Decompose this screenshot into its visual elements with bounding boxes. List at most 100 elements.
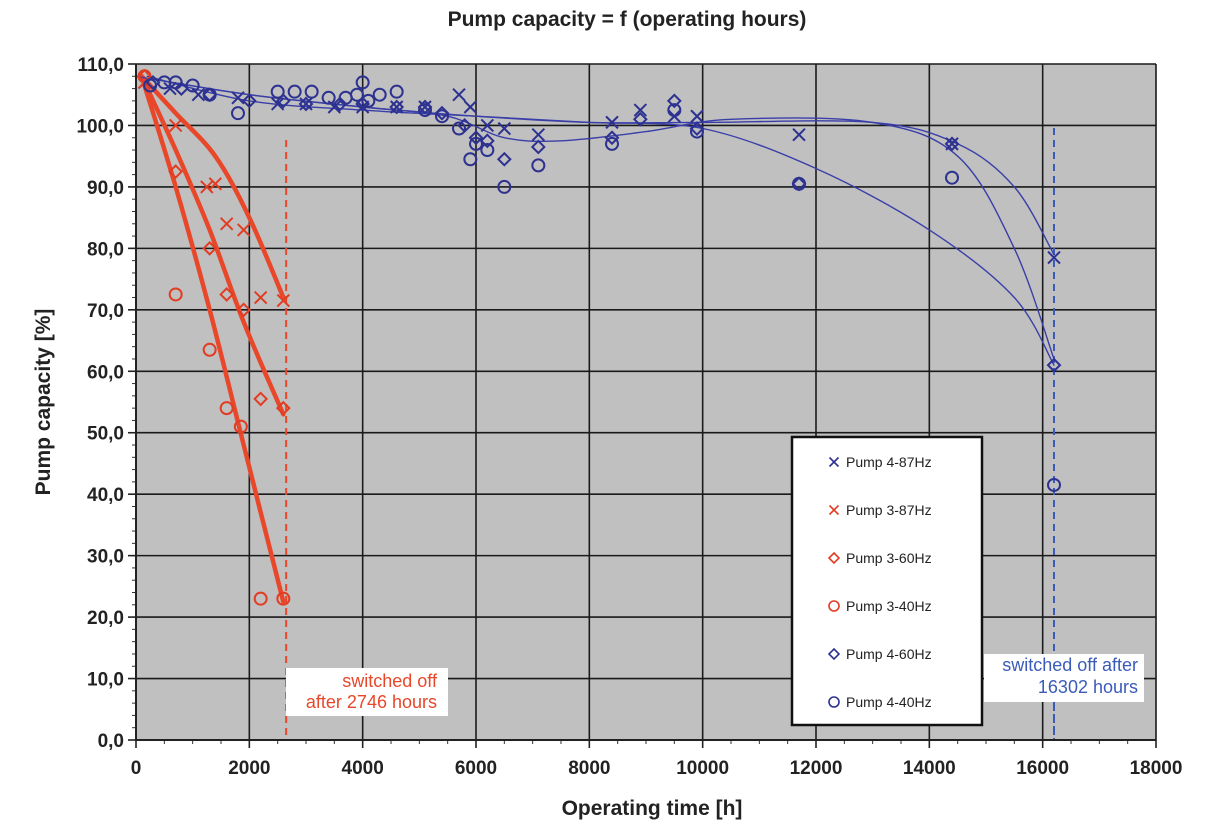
data-point: [361, 93, 376, 108]
x-stroke: [945, 137, 959, 151]
data-point: [270, 97, 285, 111]
fit-curve: [139, 74, 286, 604]
x-tick-label: 2000: [228, 758, 270, 779]
legend-entry: Pump 3-40Hz: [846, 598, 932, 614]
x-stroke: [531, 127, 546, 142]
data-point: [355, 75, 370, 90]
data-point: [792, 176, 806, 191]
data-point: [604, 130, 620, 146]
legend-entry: Pump 4-60Hz: [846, 646, 932, 662]
data-point: [287, 84, 302, 99]
data-point: [202, 240, 218, 256]
y-tick-label: 80,0: [87, 239, 124, 260]
data-point: [275, 93, 291, 109]
data-point: [332, 96, 348, 112]
data-point: [605, 136, 619, 151]
data-point: [355, 96, 371, 112]
data-point: [236, 223, 251, 237]
y-tick-label: 60,0: [87, 362, 124, 383]
x-stroke: [463, 100, 478, 114]
annotation-line: 16302 hours: [1038, 677, 1138, 697]
data-point: [1047, 250, 1061, 265]
data-point: [275, 400, 291, 416]
data-point: [236, 302, 252, 318]
legend-box: [790, 435, 984, 727]
x-stroke: [792, 127, 806, 142]
data-point: [219, 401, 234, 416]
data-point: [253, 591, 268, 606]
fit-curve: [139, 74, 286, 417]
x-stroke: [200, 180, 214, 194]
x-stroke: [389, 100, 404, 114]
x-axis-label: Operating time [h]: [562, 797, 743, 820]
data-point: [479, 133, 495, 149]
y-tick-label: 90,0: [87, 178, 124, 199]
x-tick-label: 18000: [1130, 758, 1183, 779]
y-tick-label: 70,0: [87, 301, 124, 322]
annotation-lines: [285, 128, 1055, 740]
data-point: [1047, 477, 1061, 492]
data-point: [231, 106, 245, 121]
legend-marker: [828, 504, 840, 516]
y-tick-label: 10,0: [87, 670, 124, 691]
chart-title: Pump capacity = f (operating hours): [448, 8, 807, 31]
y-tick-label: 20,0: [87, 608, 124, 629]
x-stroke: [231, 91, 245, 105]
data-point: [435, 109, 449, 124]
data-point: [219, 287, 235, 302]
annotation-line: switched off after: [1002, 655, 1138, 675]
data-point: [531, 127, 546, 142]
data-point: [270, 84, 285, 99]
data-point: [173, 81, 189, 96]
x-stroke: [270, 97, 285, 111]
data-point: [945, 137, 959, 151]
x-stroke: [828, 504, 840, 516]
y-tick-label: 100,0: [76, 116, 124, 137]
x-stroke: [418, 100, 432, 114]
data-markers: [137, 68, 1062, 606]
data-point: [530, 139, 546, 155]
x-stroke: [452, 88, 466, 102]
x-stroke: [191, 88, 206, 102]
data-point: [389, 99, 405, 115]
data-point: [372, 87, 387, 102]
data-point: [463, 152, 478, 167]
data-point: [497, 121, 512, 136]
data-point: [168, 75, 183, 90]
x-stroke: [480, 118, 495, 133]
x-stroke: [299, 97, 313, 111]
data-point: [276, 293, 291, 308]
x-tick-label: 10000: [676, 758, 729, 779]
x-stroke: [497, 121, 512, 136]
x-stroke: [208, 177, 223, 191]
x-stroke: [236, 223, 251, 237]
data-point: [1046, 357, 1062, 373]
data-point: [233, 419, 248, 434]
x-stroke: [327, 100, 342, 114]
x-stroke: [168, 118, 183, 133]
data-point: [200, 180, 214, 194]
legend-entry: Pump 4-40Hz: [846, 694, 932, 710]
data-point: [299, 97, 313, 111]
y-tick-label: 40,0: [87, 485, 124, 506]
x-tick-label: 8000: [568, 758, 610, 779]
x-tick-label: 6000: [455, 758, 497, 779]
x-stroke: [1047, 250, 1061, 265]
data-point: [298, 96, 314, 112]
x-tick-label: 4000: [342, 758, 384, 779]
data-point: [463, 100, 478, 114]
x-tick-label: 0: [131, 758, 142, 779]
x-tick-label: 14000: [903, 758, 956, 779]
data-point: [418, 100, 432, 114]
data-point: [163, 81, 177, 96]
data-point: [792, 127, 806, 142]
x-stroke: [633, 103, 648, 117]
data-point: [304, 84, 319, 99]
legend-marker: [827, 647, 841, 661]
y-tick-label: 30,0: [87, 547, 124, 568]
data-point: [350, 87, 364, 102]
data-point: [452, 88, 466, 102]
x-stroke: [219, 217, 234, 231]
data-point: [202, 342, 217, 357]
